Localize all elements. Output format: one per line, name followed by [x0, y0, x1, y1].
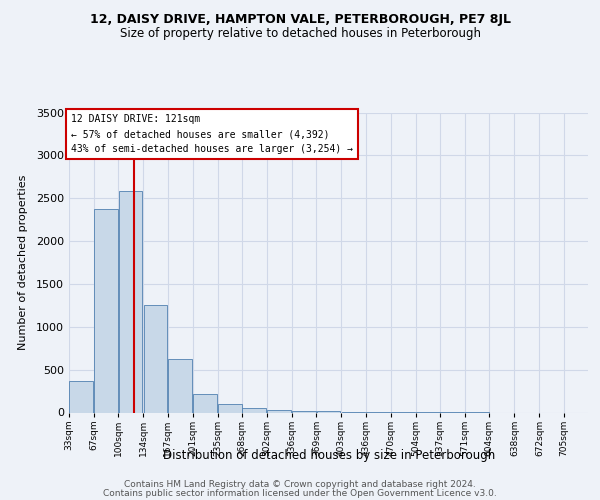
Bar [94, 208, 118, 412]
Text: Size of property relative to detached houses in Peterborough: Size of property relative to detached ho… [119, 28, 481, 40]
Bar [292, 411, 316, 412]
Bar [69, 381, 93, 412]
Bar [168, 360, 192, 412]
Bar [267, 410, 291, 412]
Text: 12, DAISY DRIVE, HAMPTON VALE, PETERBOROUGH, PE7 8JL: 12, DAISY DRIVE, HAMPTON VALE, PETERBORO… [89, 12, 511, 26]
Y-axis label: Number of detached properties: Number of detached properties [17, 175, 28, 350]
Bar [218, 404, 242, 412]
Text: 12 DAISY DRIVE: 121sqm
← 57% of detached houses are smaller (4,392)
43% of semi-: 12 DAISY DRIVE: 121sqm ← 57% of detached… [71, 114, 353, 154]
Bar [242, 408, 266, 412]
Text: Distribution of detached houses by size in Peterborough: Distribution of detached houses by size … [163, 448, 495, 462]
Bar [193, 394, 217, 412]
Bar [119, 190, 142, 412]
Text: Contains HM Land Registry data © Crown copyright and database right 2024.: Contains HM Land Registry data © Crown c… [124, 480, 476, 489]
Bar [143, 306, 167, 412]
Text: Contains public sector information licensed under the Open Government Licence v3: Contains public sector information licen… [103, 488, 497, 498]
